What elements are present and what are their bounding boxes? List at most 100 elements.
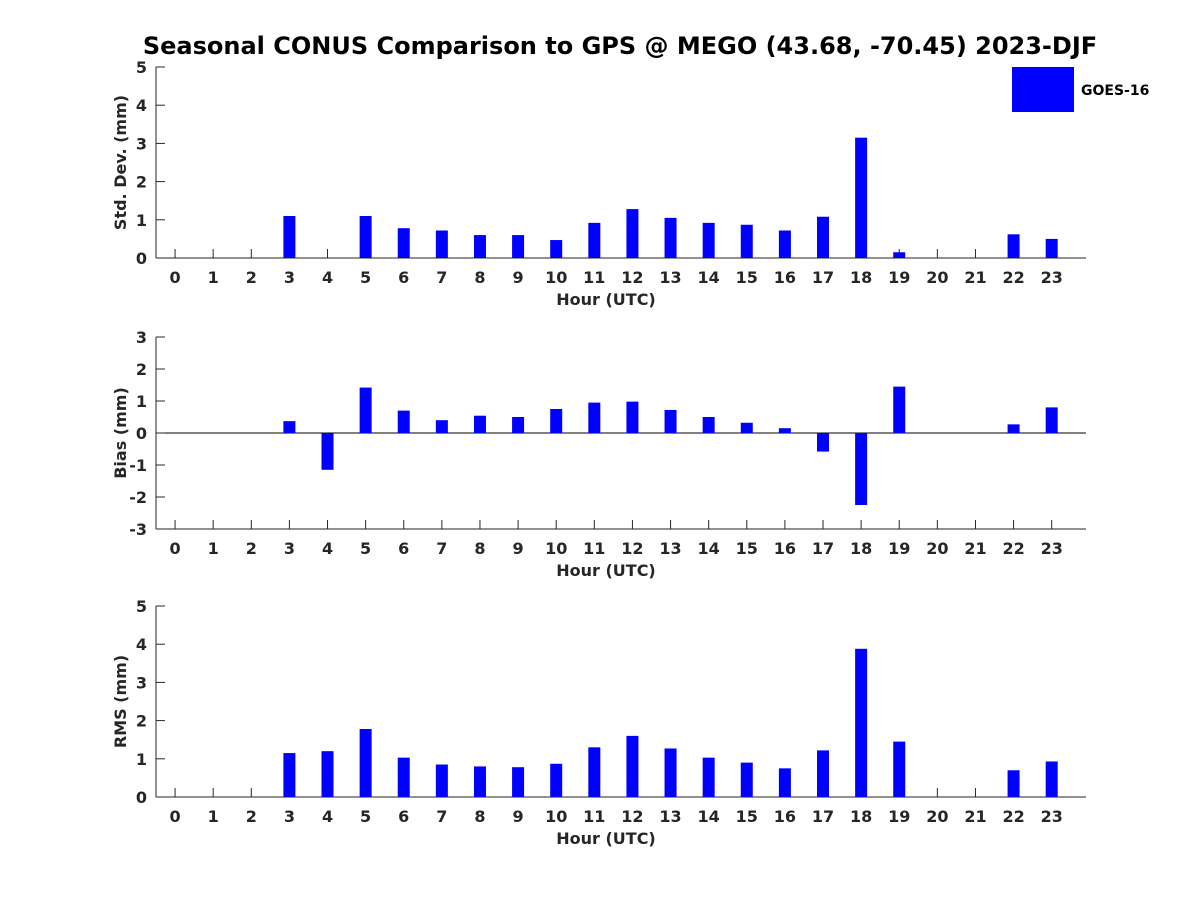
- x-tick-label: 2: [246, 268, 257, 287]
- bar-hour-15: [740, 422, 753, 433]
- x-tick-label: 15: [736, 807, 758, 826]
- x-tick-label: 1: [208, 268, 219, 287]
- bar-hour-15: [740, 224, 753, 258]
- bar-hour-19: [893, 386, 906, 433]
- bar-hour-17: [817, 750, 830, 797]
- x-tick-label: 22: [1002, 807, 1024, 826]
- x-tick-label: 3: [284, 268, 295, 287]
- y-tick-label: 1: [136, 211, 147, 230]
- x-tick-label: 21: [964, 539, 986, 558]
- x-tick-label: 20: [926, 539, 948, 558]
- bar-hour-6: [397, 228, 410, 258]
- y-tick-label: -3: [129, 520, 147, 539]
- x-tick-label: 2: [246, 539, 257, 558]
- x-tick-label: 15: [736, 268, 758, 287]
- bar-hour-10: [550, 409, 563, 433]
- bar-hour-8: [473, 415, 486, 433]
- y-tick-label: 1: [136, 750, 147, 769]
- x-tick-label: 3: [284, 539, 295, 558]
- y-tick-label: 2: [136, 712, 147, 731]
- x-tick-label: 10: [545, 268, 567, 287]
- bar-hour-16: [778, 428, 791, 433]
- x-axis-label: Hour (UTC): [556, 829, 656, 848]
- x-tick-label: 22: [1002, 268, 1024, 287]
- bar-hour-15: [740, 762, 753, 797]
- y-axis-label: Std. Dev. (mm): [111, 95, 130, 230]
- x-tick-label: 13: [659, 807, 681, 826]
- x-tick-label: 10: [545, 807, 567, 826]
- bar-hour-11: [588, 402, 601, 433]
- x-tick-label: 12: [621, 539, 643, 558]
- x-tick-label: 5: [360, 807, 371, 826]
- bar-hour-9: [512, 417, 525, 433]
- x-tick-label: 19: [888, 268, 910, 287]
- x-tick-label: 3: [284, 807, 295, 826]
- y-tick-label: 4: [136, 96, 147, 115]
- bar-hour-3: [283, 421, 296, 433]
- bar-hour-7: [435, 420, 448, 433]
- x-tick-label: 6: [398, 268, 409, 287]
- y-tick-label: -1: [129, 456, 147, 475]
- bar-hour-3: [283, 215, 296, 258]
- y-tick-label: 3: [136, 328, 147, 347]
- bar-hour-13: [664, 409, 677, 433]
- x-tick-label: 21: [964, 807, 986, 826]
- legend-swatch: [1012, 67, 1074, 112]
- x-tick-label: 18: [850, 268, 872, 287]
- bar-hour-5: [359, 215, 372, 258]
- bar-hour-12: [626, 401, 639, 433]
- y-tick-label: 3: [136, 673, 147, 692]
- x-tick-label: 22: [1002, 539, 1024, 558]
- x-tick-label: 9: [513, 268, 524, 287]
- y-tick-label: 3: [136, 134, 147, 153]
- bar-hour-22: [1007, 234, 1020, 258]
- x-tick-label: 14: [698, 539, 720, 558]
- x-tick-label: 11: [583, 539, 605, 558]
- x-tick-label: 8: [474, 268, 485, 287]
- bar-hour-5: [359, 729, 372, 797]
- x-tick-label: 10: [545, 539, 567, 558]
- x-tick-label: 14: [698, 268, 720, 287]
- x-tick-label: 16: [774, 539, 796, 558]
- x-tick-label: 9: [513, 539, 524, 558]
- bar-hour-11: [588, 747, 601, 797]
- x-tick-label: 23: [1041, 268, 1063, 287]
- x-tick-label: 16: [774, 268, 796, 287]
- x-tick-label: 23: [1041, 807, 1063, 826]
- bar-hour-23: [1045, 761, 1058, 797]
- x-tick-label: 7: [436, 807, 447, 826]
- x-tick-label: 15: [736, 539, 758, 558]
- bar-hour-14: [702, 417, 715, 433]
- x-tick-label: 17: [812, 268, 834, 287]
- x-tick-label: 0: [169, 539, 180, 558]
- x-tick-label: 14: [698, 807, 720, 826]
- x-tick-label: 6: [398, 539, 409, 558]
- x-tick-label: 19: [888, 539, 910, 558]
- x-tick-label: 18: [850, 539, 872, 558]
- bar-hour-16: [778, 230, 791, 258]
- bar-hour-17: [817, 216, 830, 258]
- x-tick-label: 5: [360, 268, 371, 287]
- bar-hour-10: [550, 763, 563, 797]
- bar-hour-12: [626, 209, 639, 258]
- bar-hour-23: [1045, 238, 1058, 258]
- bar-hour-18: [855, 137, 868, 258]
- x-tick-label: 13: [659, 539, 681, 558]
- y-tick-label: 0: [136, 788, 147, 807]
- x-tick-label: 6: [398, 807, 409, 826]
- y-tick-label: 2: [136, 173, 147, 192]
- x-axis-label: Hour (UTC): [556, 561, 656, 580]
- y-tick-label: 1: [136, 392, 147, 411]
- bar-hour-19: [893, 252, 906, 258]
- bar-hour-7: [435, 764, 448, 797]
- x-tick-label: 12: [621, 807, 643, 826]
- x-tick-label: 7: [436, 268, 447, 287]
- bar-hour-4: [321, 751, 334, 797]
- y-tick-label: 0: [136, 249, 147, 268]
- x-tick-label: 16: [774, 807, 796, 826]
- bar-hour-18: [855, 648, 868, 797]
